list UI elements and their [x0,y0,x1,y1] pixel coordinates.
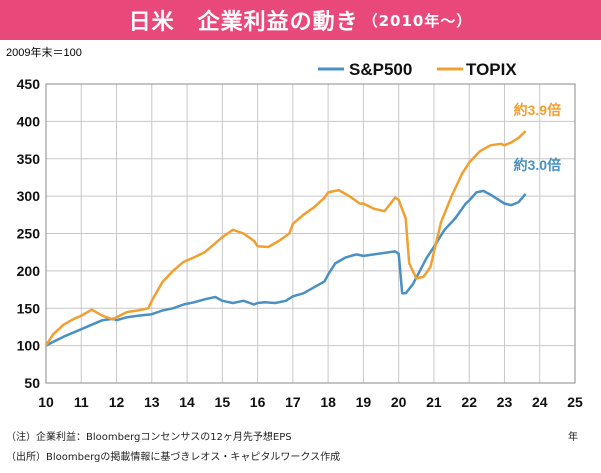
x-tick-label: 11 [74,394,89,410]
footnote-note: （注）企業利益：Bloombergコンセンサスの12ヶ月先予想EPS [6,432,292,443]
plot-frame [45,83,576,384]
x-tick-label: 12 [109,394,125,410]
x-tick-label: 16 [250,394,266,410]
series-line-sp500 [45,189,527,347]
base-note: 2009年末＝100 [6,47,82,59]
y-tick-label: 200 [17,263,41,279]
y-tick-label: 100 [17,338,41,354]
grid-layer [45,83,576,384]
series-layer [44,130,527,347]
y-tick-label: 50 [24,375,40,391]
legend-label-topix: TOPIX [466,60,517,79]
series-line-topix [44,130,527,347]
legend: S&P500 TOPIX [318,60,517,79]
x-tick-label: 19 [356,394,372,410]
x-tick-label: 22 [461,394,477,410]
y-tick-label: 350 [17,151,41,167]
footnote-source: （出所）Bloombergの掲載情報に基づきレオス・キャピタルワークス作成 [6,452,341,463]
x-tick-label: 15 [215,394,231,410]
x-tick-label: 24 [532,394,548,410]
y-tick-label: 400 [17,113,41,129]
annotation-topix: 約3.9倍 [514,102,561,118]
x-axis-unit: 年 [568,432,578,443]
x-tick-label: 14 [179,394,195,410]
title-bar: 日米 企業利益の動き （2010年〜） [0,0,601,40]
y-tick-label: 150 [17,300,41,316]
y-tick-label: 300 [17,188,41,204]
axis-layer: 50 100 150 200 250 300 350 400 450 10 11 12 13 14 15 16… [17,76,583,410]
chart-title: 日米 企業利益の動き [128,10,359,35]
x-tick-label: 17 [285,394,301,410]
chart-subtitle: （2010年〜） [362,11,473,30]
x-tick-label: 18 [320,394,336,410]
legend-label-sp500: S&P500 [349,60,412,79]
y-tick-label: 250 [17,226,41,242]
annotation-sp500: 約3.0倍 [514,157,561,173]
x-tick-label: 21 [426,394,442,410]
y-tick-label: 450 [17,76,41,92]
x-tick-label: 10 [38,394,54,410]
x-tick-label: 13 [144,394,160,410]
x-tick-label: 20 [391,394,407,410]
x-tick-label: 25 [567,394,583,410]
x-tick-label: 23 [497,394,513,410]
